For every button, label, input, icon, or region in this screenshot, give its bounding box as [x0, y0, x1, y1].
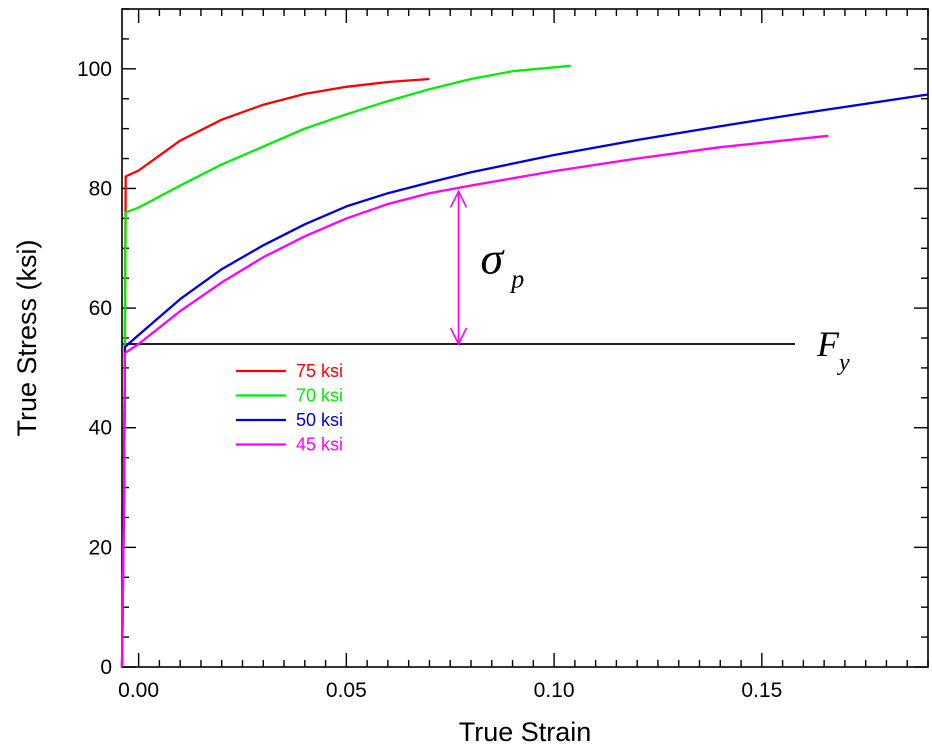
y-tick-label: 80	[89, 177, 112, 200]
axis-ticks	[122, 8, 929, 668]
series-line-70-ksi	[120, 64, 571, 668]
series-line-50-ksi	[120, 93, 929, 668]
sigma-p-arrowhead-top	[449, 189, 468, 208]
y-tick-label: 40	[89, 417, 112, 440]
legend-label: 45 ksi	[296, 435, 343, 455]
legend-label: 50 ksi	[296, 410, 343, 430]
y-tick-label: 60	[89, 297, 112, 320]
y-tick-label: 20	[89, 536, 112, 559]
x-tick-label: 0.15	[741, 679, 782, 702]
y-tick-label: 0	[100, 656, 112, 679]
plot-frame	[121, 8, 929, 668]
yield-reference-line: Fy	[122, 324, 850, 376]
y-tick-label: 100	[77, 58, 112, 81]
x-tick-label: 0.10	[534, 679, 575, 702]
series-curves	[120, 64, 929, 668]
x-axis-title: True Strain	[459, 717, 592, 747]
legend-label: 75 ksi	[296, 361, 343, 381]
sigma-p-arrowhead-bottom	[449, 327, 468, 346]
y-axis-title: True Stress (ksi)	[12, 239, 42, 436]
legend: 75 ksi 70 ksi 50 ksi 45 ksi	[236, 361, 343, 455]
series-line-75-ksi	[120, 77, 430, 668]
axis-tick-labels: 0 20 40 60 80 100 0.00 0.05 0.10 0.15	[77, 58, 782, 702]
yield-label: Fy	[816, 324, 850, 376]
legend-label: 70 ksi	[296, 386, 343, 406]
series-line-45-ksi	[120, 134, 829, 668]
x-tick-label: 0.05	[326, 679, 367, 702]
x-tick-label: 0.00	[118, 679, 159, 702]
